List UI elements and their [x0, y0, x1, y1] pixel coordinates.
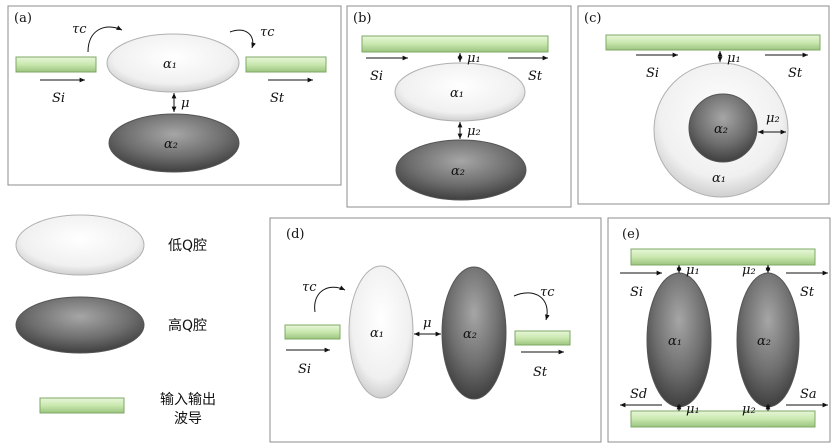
- output-signal-label: St: [788, 66, 803, 81]
- high-q-cavity: [441, 266, 507, 400]
- decay-arrow-right: [513, 292, 550, 321]
- output-waveguide: [245, 56, 327, 73]
- bus-waveguide: [361, 35, 549, 53]
- decay-arrow-right: [229, 29, 256, 49]
- input-signal-label: Si: [630, 285, 643, 300]
- panel-d: (d) α₁ α₂ μ Si St τc τc: [269, 217, 602, 443]
- cavity-alpha1-label: α₁: [163, 57, 177, 72]
- add-signal-label: Sa: [800, 387, 817, 402]
- cavity-alpha2-label: α₂: [714, 122, 728, 137]
- bus-waveguide: [605, 34, 821, 51]
- output-signal-label: St: [270, 91, 285, 106]
- coupling-mu2-label: μ₂: [467, 124, 481, 139]
- cavity-alpha2-label: α₂: [164, 137, 178, 152]
- legend-waveguide-label-line1: 输入输出: [160, 392, 216, 408]
- panel-c-label: (c): [584, 11, 601, 26]
- output-waveguide: [514, 330, 571, 346]
- high-q-cavity: [108, 113, 240, 173]
- panel-c: (c) α₂ α₁ Si St μ₁ μ₂: [577, 5, 830, 205]
- top-bus-waveguide: [630, 248, 816, 266]
- legend-low-q-label: 低Q腔: [168, 238, 207, 254]
- coupling-mu1-label: μ₁: [727, 51, 741, 66]
- legend-waveguide-label-line2: 波导: [174, 411, 202, 427]
- coupling-mu-label: μ: [423, 316, 431, 331]
- coupling-mu1-label: μ₁: [467, 51, 481, 66]
- high-q-cavity: [395, 139, 527, 201]
- cavity-alpha1-label: α₁: [668, 334, 682, 349]
- decay-tau-right-label: τc: [540, 285, 555, 300]
- panel-d-label: (d): [286, 227, 304, 242]
- low-q-cavity: [394, 62, 526, 122]
- drop-signal-label: Sd: [630, 387, 647, 402]
- coupling-bottom-mu2-label: μ₂: [742, 402, 756, 417]
- legend-waveguide-swatch: [39, 397, 125, 414]
- coupling-bottom-mu1-label: μ₁: [686, 402, 700, 417]
- output-signal-label: St: [533, 365, 548, 380]
- decay-tau-left-label: τc: [302, 280, 317, 295]
- input-signal-label: Si: [646, 66, 659, 81]
- coupling-mu2-label: μ₂: [766, 111, 780, 126]
- panel-a: (a) α₁ α₂ Si St μ τc τc: [7, 5, 342, 186]
- cavity-alpha1-label: α₁: [712, 171, 726, 186]
- legend-low-q-swatch: [15, 214, 145, 276]
- low-q-cavity: [348, 265, 414, 399]
- input-signal-label: Si: [52, 91, 65, 106]
- low-q-cavity: [106, 33, 240, 93]
- through-signal-label: St: [800, 285, 815, 300]
- coupling-top-mu2-label: μ₂: [742, 263, 756, 278]
- panel-b-label: (b): [353, 11, 371, 26]
- input-waveguide: [284, 324, 341, 340]
- panel-a-label: (a): [14, 11, 32, 26]
- panel-b: (b) α₁ α₂ Si St μ₁ μ₂: [346, 5, 572, 208]
- cavity-alpha2-label: α₂: [463, 327, 477, 342]
- bottom-drop-waveguide: [630, 410, 816, 428]
- coupling-top-mu1-label: μ₁: [686, 263, 700, 278]
- legend: 低Q腔 高Q腔 输入输出 波导: [15, 214, 216, 427]
- legend-high-q-swatch: [15, 296, 145, 354]
- input-waveguide: [15, 56, 97, 73]
- cavity-alpha1-label: α₁: [450, 86, 464, 101]
- input-signal-label: Si: [298, 362, 311, 377]
- input-signal-label: Si: [370, 69, 383, 84]
- coupling-mu-label: μ: [181, 96, 189, 111]
- cavity-alpha2-label: α₂: [757, 334, 771, 349]
- decay-tau-right-label: τc: [260, 25, 275, 40]
- panel-e: (e) α₁ α₂ Si St Sd Sa μ₁ μ₂ μ₁ μ₂: [607, 217, 831, 443]
- high-q-inner-cavity: [688, 93, 758, 163]
- decay-arrow-left: [314, 285, 346, 313]
- legend-high-q-label: 高Q腔: [168, 317, 207, 334]
- decay-tau-left-label: τc: [72, 22, 87, 37]
- cavity-alpha2-label: α₂: [451, 164, 465, 179]
- output-signal-label: St: [528, 69, 543, 84]
- decay-arrow-left: [87, 25, 123, 53]
- cavity-alpha1-label: α₁: [370, 326, 384, 341]
- panel-e-label: (e): [622, 227, 640, 242]
